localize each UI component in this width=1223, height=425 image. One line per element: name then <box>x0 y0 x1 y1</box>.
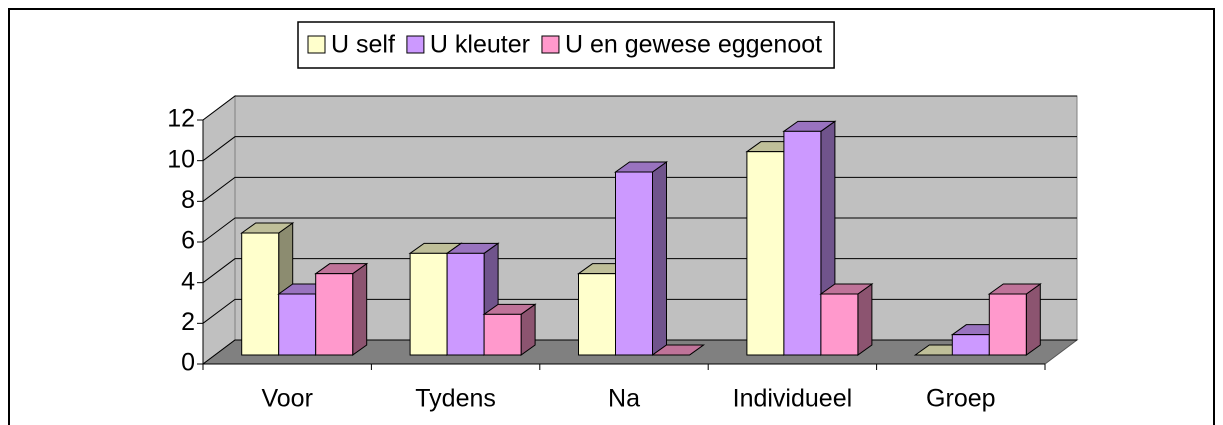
x-tick-label: Voor <box>261 385 312 413</box>
legend-label: U kleuter <box>430 31 530 59</box>
bar <box>483 313 522 356</box>
bar <box>615 171 653 356</box>
y-tick-label: 8 <box>181 186 195 214</box>
bar <box>746 151 785 356</box>
legend-swatch <box>541 35 560 54</box>
grid-line <box>202 95 1077 121</box>
y-tick-label: 2 <box>181 308 195 336</box>
legend: U self U kleuter U en gewese eggenoot <box>297 21 835 69</box>
bar <box>988 293 1027 356</box>
bar <box>820 293 859 356</box>
x-tick-label: Groep <box>926 385 995 413</box>
bar-top <box>650 344 706 356</box>
legend-swatch <box>406 35 425 54</box>
x-tick-label: Tydens <box>415 385 496 413</box>
y-tick-label: 0 <box>181 349 195 377</box>
legend-label: U en gewese eggenoot <box>565 31 822 59</box>
bar <box>409 252 448 356</box>
bar <box>446 252 485 356</box>
bar-side <box>857 283 873 356</box>
bar-side <box>352 262 368 356</box>
y-tick-label: 12 <box>167 105 195 133</box>
bar <box>278 293 317 356</box>
bar <box>241 232 280 356</box>
legend-swatch <box>307 35 326 54</box>
legend-box <box>297 21 835 69</box>
y-tick-label: 6 <box>181 227 195 255</box>
bar <box>578 273 616 356</box>
bar <box>315 273 354 356</box>
x-tick-label: Individueel <box>733 385 853 413</box>
y-tick-label: 10 <box>167 145 195 173</box>
legend-label: U self <box>331 31 395 59</box>
bar <box>783 130 822 356</box>
bar-side <box>652 161 667 356</box>
bar-side <box>1025 283 1041 356</box>
y-tick-label: 4 <box>181 267 195 295</box>
x-tick-label: Na <box>608 385 640 413</box>
bar <box>951 334 990 356</box>
